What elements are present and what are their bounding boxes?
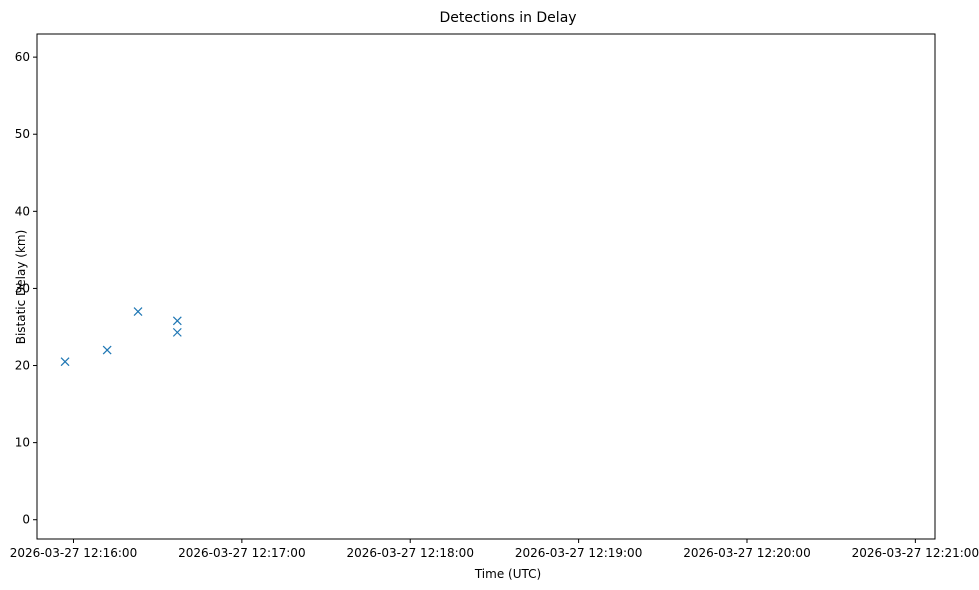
y-tick-label: 20 [15,359,30,373]
plot-area [60,307,182,367]
x-tick-label: 2026-03-27 12:18:00 [347,546,474,560]
y-tick-label: 50 [15,127,30,141]
plot-frame [36,33,936,540]
data-point [133,307,143,316]
data-point [60,357,70,367]
y-axis-label: Bistatic Delay (km) [14,230,28,345]
x-tick-label: 2026-03-27 12:16:00 [10,546,137,560]
y-tick-label: 40 [15,204,30,218]
y-axis: 0 10 20 30 40 50 60 [15,50,37,527]
x-axis: 2026-03-27 12:16:00 2026-03-27 12:17:00 20… [10,539,979,560]
x-tick-label: 2026-03-27 12:19:00 [515,546,642,560]
x-axis-label: Time (UTC) [474,567,541,581]
x-tick-label: 2026-03-27 12:21:00 [852,546,979,560]
x-tick-label: 2026-03-27 12:20:00 [683,546,810,560]
data-point [172,327,182,337]
data-point [172,316,182,326]
y-tick-label: 60 [15,50,30,64]
x-tick-label: 2026-03-27 12:17:00 [178,546,305,560]
y-tick-label: 30 [15,281,30,295]
y-tick-label: 0 [22,513,30,527]
y-tick-label: 10 [15,436,30,450]
data-point [102,345,112,355]
chart-title: Detections in Delay [439,10,576,26]
